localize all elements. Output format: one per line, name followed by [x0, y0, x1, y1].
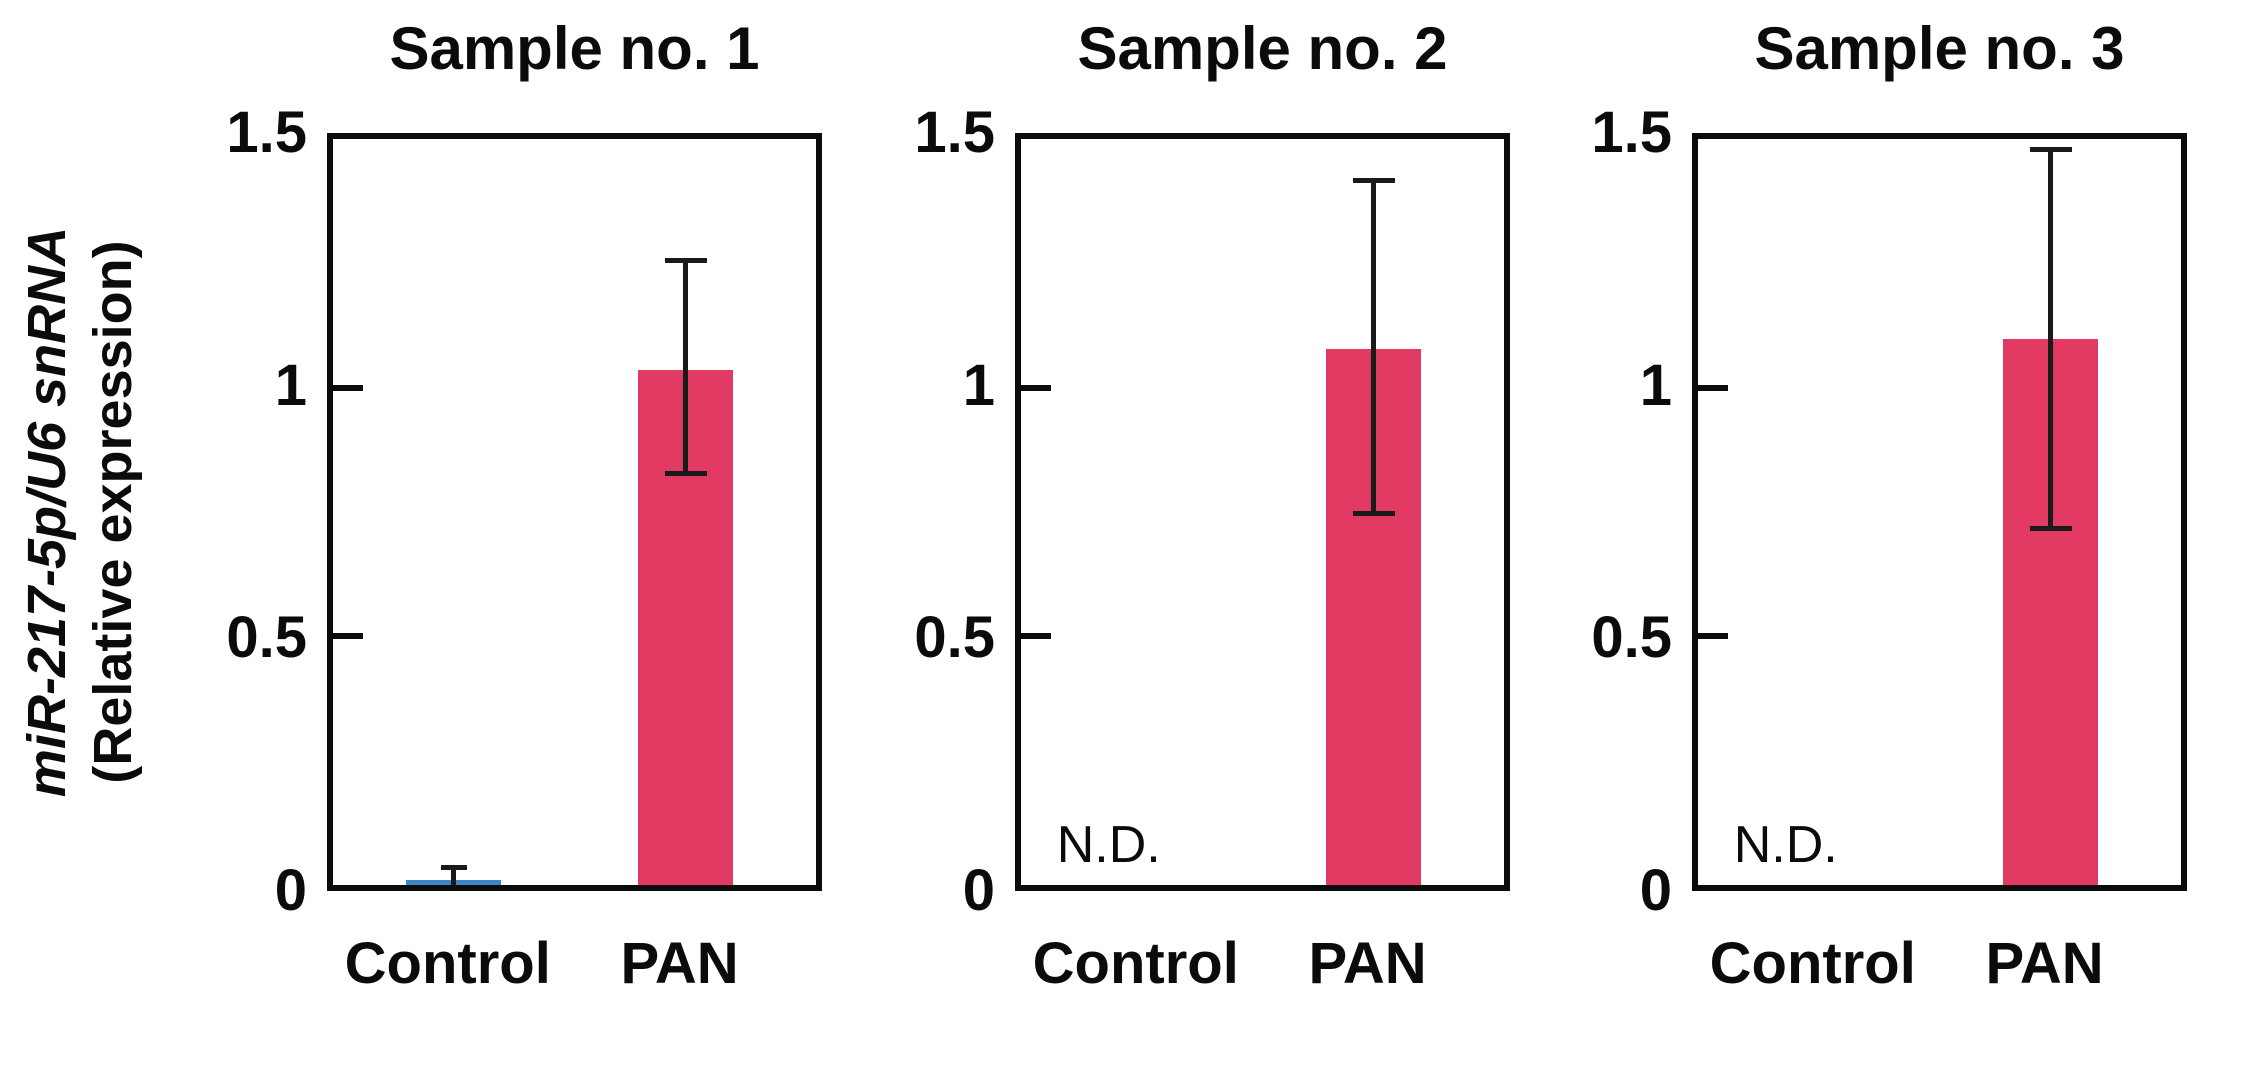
error-bar-cap-top — [664, 258, 707, 264]
error-bar-line — [1371, 177, 1377, 517]
y-tick-label: 0 — [1639, 858, 1672, 923]
y-tick-mark — [333, 633, 363, 640]
not-detected-label: N.D. — [1056, 816, 1161, 874]
y-tick-mark — [1698, 384, 1728, 391]
x-category-label: PAN — [1308, 931, 1427, 996]
y-tick-label: 1 — [1639, 352, 1672, 418]
plot-frame: N.D. — [1692, 133, 2187, 891]
y-axis-label-text: miR-217-5p/U6 snRNA (Relative expression… — [14, 227, 146, 797]
y-tick-label: 1 — [962, 352, 995, 418]
error-bar-line — [451, 864, 457, 885]
y-tick-mark — [1698, 633, 1728, 640]
y-tick-label: 0.5 — [1591, 605, 1672, 671]
error-bar-cap-bottom — [2029, 526, 2072, 532]
x-category-label: PAN — [620, 931, 739, 996]
error-bar-cap-bottom — [664, 470, 707, 476]
y-tick-mark — [1021, 384, 1051, 391]
plot-frame — [327, 133, 822, 891]
y-tick-label: 0 — [274, 858, 307, 923]
plot-frame: N.D. — [1015, 133, 1510, 891]
y-tick-label: 0.5 — [914, 605, 995, 671]
error-bar-line — [2048, 147, 2054, 532]
panel-title: Sample no. 3 — [1754, 15, 2125, 82]
panel-title: Sample no. 2 — [1077, 15, 1448, 82]
error-bar-line — [683, 258, 689, 476]
y-tick-label: 1 — [274, 352, 307, 418]
y-axis-label-units: (Relative expression) — [83, 240, 144, 784]
error-bar-cap-top — [2029, 147, 2072, 153]
y-tick-mark — [333, 384, 363, 391]
y-tick-mark — [1021, 633, 1051, 640]
y-tick-label: 0.5 — [226, 605, 307, 671]
error-bar-cap-bottom — [1352, 511, 1395, 517]
x-category-label: Control — [1032, 931, 1239, 996]
y-axis-label-gene: miR-217-5p/U6 snRNA — [17, 226, 78, 798]
panel-title: Sample no. 1 — [389, 15, 760, 82]
y-axis-label: miR-217-5p/U6 snRNA (Relative expression… — [0, 133, 160, 891]
error-bar-cap-top — [440, 864, 467, 870]
not-detected-label: N.D. — [1733, 816, 1838, 874]
x-category-label: Control — [1709, 931, 1916, 996]
x-category-label: Control — [344, 931, 551, 996]
error-bar-cap-top — [1352, 177, 1395, 183]
y-tick-label: 1.5 — [1591, 100, 1672, 165]
y-tick-label: 0 — [962, 858, 995, 923]
y-tick-label: 1.5 — [914, 100, 995, 165]
y-tick-label: 1.5 — [226, 100, 307, 165]
x-category-label: PAN — [1985, 931, 2104, 996]
